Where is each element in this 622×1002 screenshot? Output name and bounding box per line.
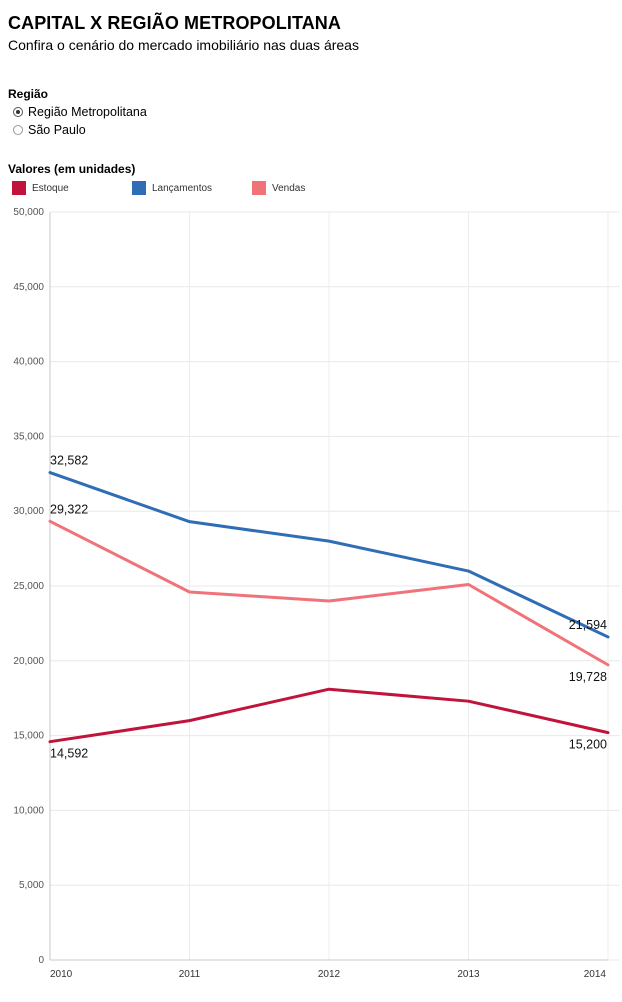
series-line-vendas xyxy=(48,519,610,667)
data-label: 14,592 xyxy=(50,747,88,761)
legend-label: Estoque xyxy=(32,182,69,194)
y-tick-label: 10,000 xyxy=(13,805,44,816)
radio-option-sao-paulo[interactable]: São Paulo xyxy=(13,123,86,137)
x-tick-label: 2012 xyxy=(318,969,341,980)
x-tick-label: 2011 xyxy=(179,969,201,980)
legend-item-estoque: Estoque xyxy=(12,181,69,195)
y-tick-label: 20,000 xyxy=(13,656,44,667)
chart-title: CAPITAL X REGIÃO METROPOLITANA xyxy=(8,13,342,33)
radio-option-label: Região Metropolitana xyxy=(28,105,147,119)
x-tick-label: 2014 xyxy=(584,969,607,980)
y-tick-label: 0 xyxy=(38,955,44,966)
legend-title: Valores (em unidades) xyxy=(8,162,136,176)
legend-swatch xyxy=(252,181,266,195)
radio-button-selected[interactable] xyxy=(13,107,23,117)
data-label: 15,200 xyxy=(569,738,607,752)
radio-option-regiao-metropolitana[interactable]: Região Metropolitana xyxy=(13,105,147,119)
y-tick-label: 35,000 xyxy=(13,431,44,442)
y-tick-label: 50,000 xyxy=(13,207,44,218)
legend-item-vendas: Vendas xyxy=(252,181,305,195)
data-label: 29,322 xyxy=(50,502,88,516)
legend-label: Vendas xyxy=(272,182,306,194)
radio-button[interactable] xyxy=(13,125,23,135)
legend-swatch xyxy=(12,181,26,195)
y-tick-label: 5,000 xyxy=(19,880,44,891)
series-line-estoque xyxy=(48,687,610,744)
radio-option-label: São Paulo xyxy=(28,123,86,137)
y-tick-label: 40,000 xyxy=(13,357,44,368)
series-line-lançamentos xyxy=(48,471,610,639)
chart-subtitle: Confira o cenário do mercado imobiliário… xyxy=(8,37,359,53)
y-tick-label: 30,000 xyxy=(13,506,44,517)
x-tick-label: 2013 xyxy=(457,969,480,980)
y-tick-label: 25,000 xyxy=(13,581,44,592)
y-tick-label: 15,000 xyxy=(13,731,44,742)
x-tick-label: 2010 xyxy=(50,969,73,980)
legend-label: Lançamentos xyxy=(152,182,213,194)
data-label: 32,582 xyxy=(50,454,88,468)
data-label: 19,728 xyxy=(569,670,607,684)
region-filter-label: Região xyxy=(8,87,49,101)
data-label: 21,594 xyxy=(569,618,607,632)
y-tick-label: 45,000 xyxy=(13,282,44,293)
legend-item-lancamentos: Lançamentos xyxy=(132,181,212,195)
legend-swatch xyxy=(132,181,146,195)
